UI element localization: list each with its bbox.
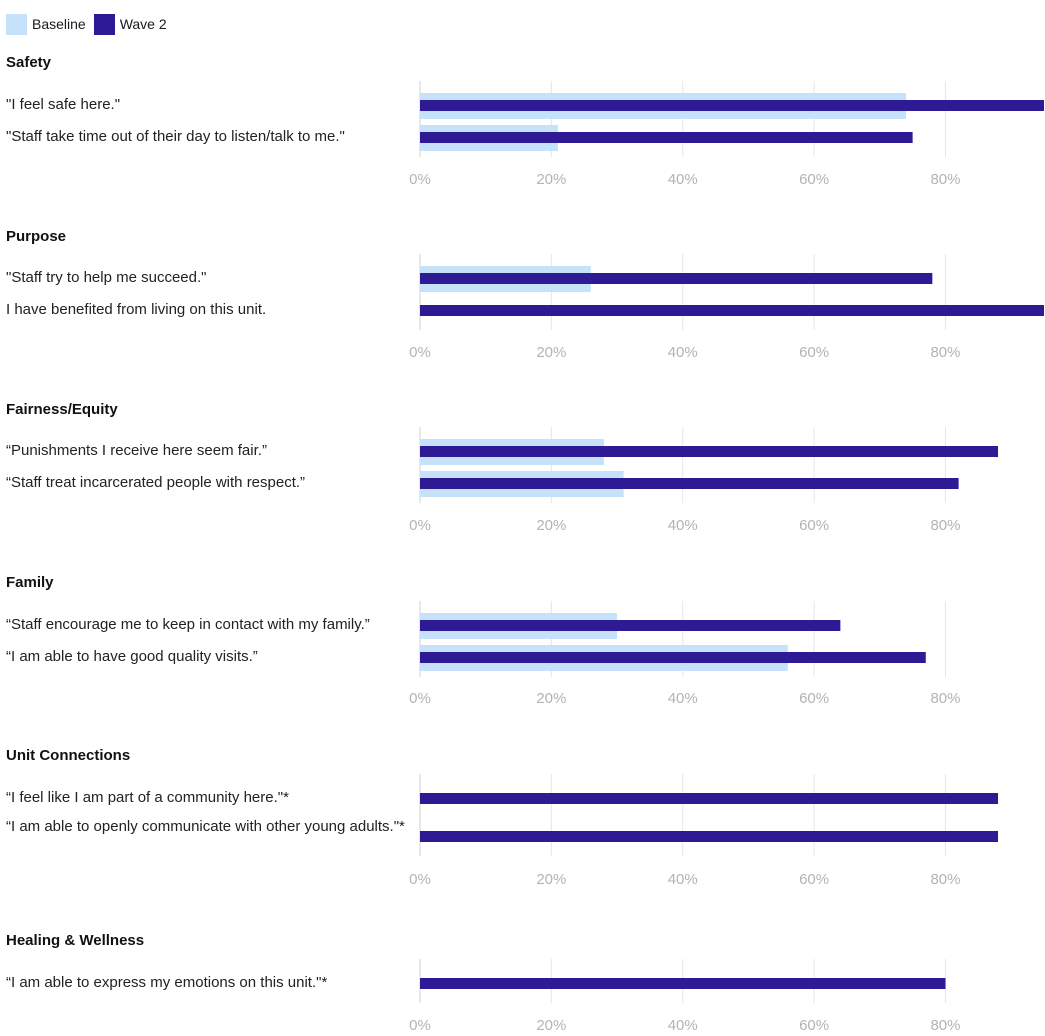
x-tick-label: 80% [930,344,960,361]
group-title: Safety [6,54,52,71]
wave2-bar [420,273,933,284]
x-tick-label: 0% [409,871,431,888]
x-tick-label: 60% [799,517,829,534]
question-label: I have benefited from living on this uni… [6,301,267,318]
wave2-bar [420,478,959,489]
wave2-bar [420,620,841,631]
wave2-bar [420,100,1044,111]
question-label: “I am able to express my emotions on thi… [6,974,328,991]
x-tick-label: 60% [799,1017,829,1034]
group-title: Healing & Wellness [6,932,145,949]
wave2-swatch [93,13,115,35]
wave2-bar [420,793,999,804]
x-tick-label: 80% [930,171,960,188]
x-tick-label: 80% [930,517,960,534]
x-tick-label: 40% [668,690,698,707]
x-tick-label: 20% [536,1017,566,1034]
x-tick-label: 40% [668,871,698,888]
x-tick-label: 0% [409,171,431,188]
question-label: “Staff encourage me to keep in contact w… [6,616,370,633]
group-title: Unit Connections [6,747,131,764]
legend-label-wave2: Wave 2 [119,16,167,32]
x-tick-label: 20% [536,690,566,707]
wave2-bar [420,652,926,663]
group-title: Fairness/Equity [6,401,118,418]
x-tick-label: 60% [799,171,829,188]
x-tick-label: 60% [799,344,829,361]
x-tick-label: 20% [536,871,566,888]
wave2-bar [420,446,999,457]
x-tick-label: 40% [668,1017,698,1034]
legend-item-baseline: Baseline [6,13,86,35]
question-label: “Punishments I receive here seem fair.” [6,442,267,459]
x-tick-label: 40% [668,171,698,188]
x-tick-label: 0% [409,517,431,534]
wave2-bar [420,305,1044,316]
question-label: "Staff take time out of their day to lis… [6,128,345,145]
x-tick-label: 0% [409,690,431,707]
x-tick-label: 0% [409,1017,431,1034]
question-label: “Staff treat incarcerated people with re… [6,474,306,491]
question-label: “I am able to openly communicate with ot… [6,818,405,835]
x-tick-label: 80% [930,1017,960,1034]
x-tick-label: 0% [409,344,431,361]
baseline-swatch [6,13,27,35]
wave2-bar [420,978,946,989]
legend-item-wave2: Wave 2 [93,13,167,35]
x-tick-label: 20% [536,344,566,361]
legend-label-baseline: Baseline [32,16,86,32]
x-tick-label: 20% [536,517,566,534]
question-label: “I am able to have good quality visits.” [6,648,258,665]
x-tick-label: 20% [536,171,566,188]
wave2-bar [420,132,913,143]
x-tick-label: 80% [930,871,960,888]
question-label: “I feel like I am part of a community he… [6,789,289,806]
group-title: Family [6,574,54,591]
question-label: "I feel safe here." [6,96,121,113]
wave2-bar [420,831,999,842]
x-tick-label: 80% [930,690,960,707]
question-label: "Staff try to help me succeed." [6,269,207,286]
x-tick-label: 60% [799,871,829,888]
legend: Baseline Wave 2 [6,13,175,35]
group-title: Purpose [6,228,67,245]
x-tick-label: 40% [668,517,698,534]
x-tick-label: 40% [668,344,698,361]
x-tick-label: 60% [799,690,829,707]
